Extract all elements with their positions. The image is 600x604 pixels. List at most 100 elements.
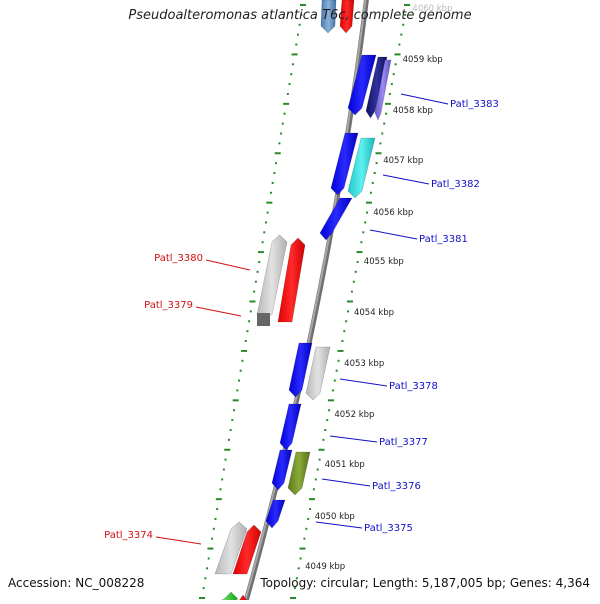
outer-ring-tick-mark: [307, 517, 310, 520]
inner-ring-tick-mark: [291, 63, 294, 66]
outer-ring-tick-mark: [350, 290, 353, 293]
inner-ring-tick-mark: [238, 379, 241, 382]
inner-ring-tick-mark: [246, 330, 249, 333]
inner-ring-tick-mark: [241, 359, 244, 362]
gene-blue: [265, 499, 286, 529]
inner-ring-tick-mark: [281, 122, 284, 125]
outer-ring-tick-mark: [394, 63, 397, 66]
kbp-tick-label: 4055 kbp: [364, 257, 404, 267]
inner-ring-tick-mark: [204, 577, 207, 580]
kbp-tick-label: 4054 kbp: [354, 308, 394, 318]
outer-ring-tick-mark: [364, 221, 367, 224]
gene-leader-line: [195, 306, 242, 317]
gene-label: Patl_3380: [154, 253, 203, 264]
inner-ring-tick-mark: [263, 231, 266, 234]
inner-ring-tick-mark: [241, 349, 248, 352]
inner-ring-tick-mark: [258, 260, 261, 263]
gene-leader-line: [329, 435, 378, 443]
gene-red: [277, 237, 306, 323]
gene-leader-line: [321, 478, 371, 487]
inner-ring-tick-mark: [232, 399, 239, 402]
outer-ring-tick-mark: [375, 162, 378, 165]
genome-summary: Topology: circular; Length: 5,187,005 bp…: [260, 576, 590, 590]
inner-ring-tick-mark: [239, 369, 242, 372]
gene-red-top: [339, 0, 355, 34]
inner-ring-tick-mark: [295, 43, 298, 46]
inner-ring-tick-mark: [253, 290, 256, 293]
inner-ring-tick-mark: [211, 537, 214, 540]
outer-ring-tick-mark: [322, 438, 325, 441]
gene-purple: [374, 59, 392, 121]
outer-ring-tick-mark: [337, 349, 344, 352]
gene-leader-line: [339, 378, 388, 387]
inner-ring-tick-mark: [264, 221, 267, 224]
outer-ring-tick-mark: [402, 23, 405, 26]
outer-ring-tick-mark: [390, 83, 393, 86]
inner-ring-tick-mark: [207, 557, 210, 560]
gene-navy: [365, 56, 388, 119]
inner-ring-tick-mark: [275, 162, 278, 165]
outer-ring-tick-mark: [324, 428, 327, 431]
outer-ring-tick-mark: [299, 557, 302, 560]
inner-ring-tick-mark: [274, 152, 281, 155]
outer-ring-tick-mark: [326, 419, 329, 422]
inner-ring-tick-mark: [215, 498, 222, 501]
gene-label: Patl_3377: [379, 437, 428, 448]
outer-ring-tick-mark: [356, 260, 359, 263]
gene-leader-line: [205, 259, 251, 271]
inner-ring-tick-mark: [224, 458, 227, 461]
inner-ring-tick-mark: [212, 527, 215, 530]
inner-ring-tick-mark: [214, 517, 217, 520]
outer-ring-tick-mark: [297, 567, 300, 570]
outer-ring-tick-mark: [305, 527, 308, 530]
outer-ring-tick-mark: [381, 132, 384, 135]
inner-ring-tick-mark: [286, 92, 289, 95]
gene-label: Patl_3374: [104, 530, 153, 541]
outer-ring-tick-mark: [341, 340, 344, 343]
outer-ring-tick-mark: [299, 547, 306, 550]
gene-blue: [271, 449, 293, 491]
gene-leader-line: [400, 93, 449, 105]
inner-ring-tick-mark: [219, 488, 222, 491]
outer-ring-tick-mark: [347, 310, 350, 313]
outer-ring-tick-mark: [293, 587, 296, 590]
gene-label: Patl_3382: [431, 179, 480, 190]
gene-red: [232, 524, 262, 575]
kbp-tick-label: 4049 kbp: [305, 562, 345, 572]
inner-ring-tick-mark: [206, 567, 209, 570]
inner-ring-tick-mark: [207, 547, 214, 550]
outer-ring-tick-mark: [328, 409, 331, 412]
outer-ring-tick-mark: [312, 488, 315, 491]
inner-ring-tick-mark: [300, 4, 306, 6]
inner-ring-tick-mark: [271, 181, 274, 184]
gene-label: Patl_3378: [389, 381, 438, 392]
gene-label: Patl_3383: [450, 99, 499, 110]
gene-blue: [347, 54, 377, 116]
gene-blue: [319, 197, 353, 241]
outer-ring-tick-mark: [314, 478, 317, 481]
inner-ring-tick-mark: [229, 428, 232, 431]
gene-label: Patl_3375: [364, 523, 413, 534]
gene-label: Patl_3381: [419, 234, 468, 245]
outer-ring-tick-mark: [343, 330, 346, 333]
gene-steel: [320, 0, 337, 34]
inner-ring-tick-mark: [249, 310, 252, 313]
kbp-tick-label: 4050 kbp: [315, 512, 355, 522]
gene-leader-line: [315, 521, 363, 529]
outer-ring-tick-mark: [318, 458, 321, 461]
inner-ring-tick-mark: [248, 320, 251, 323]
gene-grey: [305, 346, 331, 401]
genome-title: Pseudoalteromonas atlantica T6c, complet…: [128, 8, 472, 23]
inner-ring-tick-mark: [202, 587, 205, 590]
outer-ring-tick-mark: [404, 13, 407, 16]
inner-ring-tick-mark: [222, 468, 225, 471]
kbp-tick-label: 4059 kbp: [403, 55, 443, 65]
inner-ring-tick-mark: [300, 13, 303, 16]
inner-ring-tick-mark: [266, 211, 269, 214]
gene-leader-line: [155, 536, 202, 545]
kbp-tick-label: 4058 kbp: [393, 106, 433, 116]
inner-ring-tick-mark: [290, 73, 293, 76]
gene-leader-line: [382, 174, 430, 185]
